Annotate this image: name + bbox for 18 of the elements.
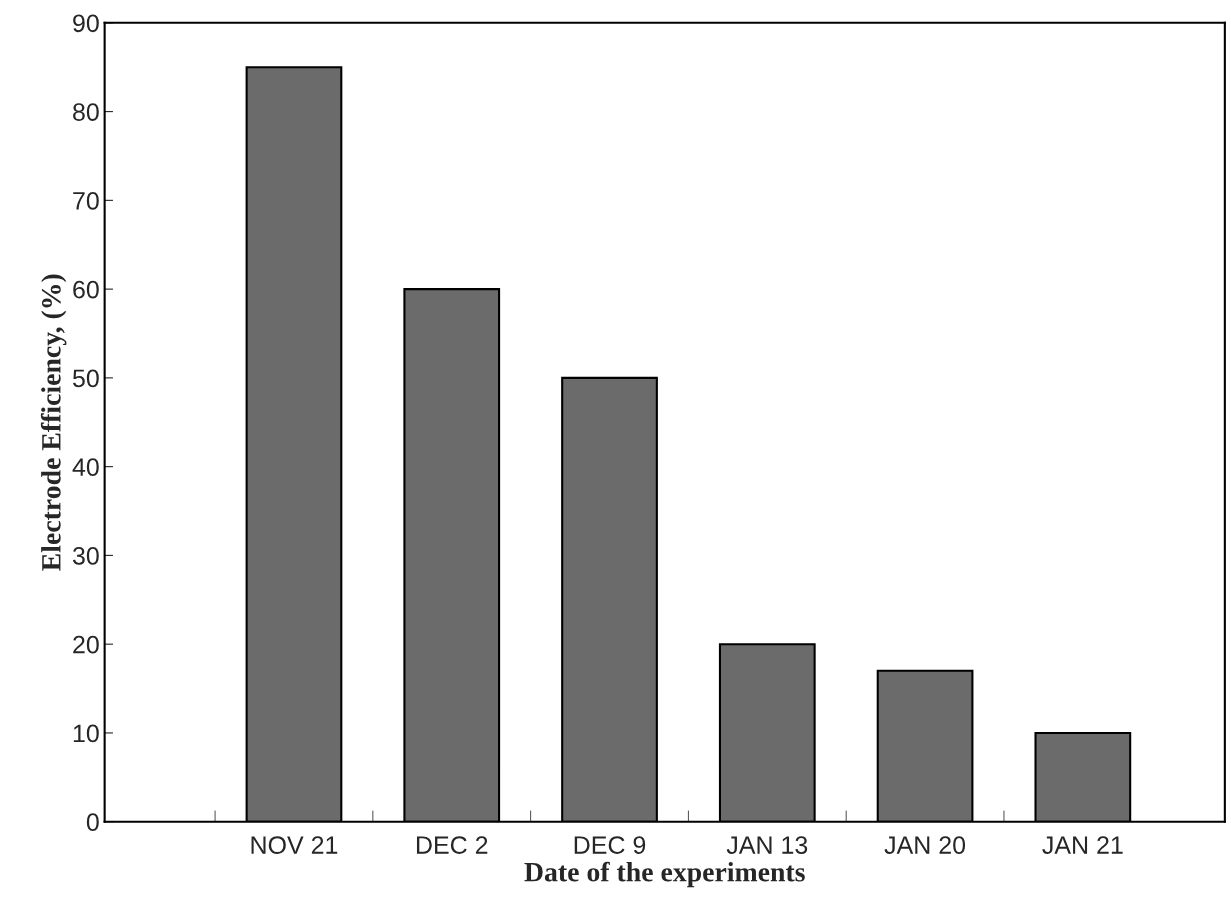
y-tick-label: 30 (72, 547, 99, 565)
x-tick-label: JAN 13 (726, 836, 808, 854)
x-tick-label: JAN 21 (1042, 836, 1123, 854)
y-tick-label: 80 (73, 103, 99, 121)
x-axis-title: Date of the experiments (524, 861, 805, 888)
y-axis-title: Electrode Efficiency, (%) (40, 274, 67, 571)
x-tick-label: DEC 9 (574, 836, 646, 854)
x-tick-label: NOV 21 (251, 836, 338, 854)
x-tick-label: JAN 20 (884, 836, 966, 854)
y-tick-label: 10 (73, 724, 99, 743)
y-tick-label: 20 (73, 635, 99, 654)
x-tick-label: DEC 2 (416, 836, 488, 854)
y-tick-label: 70 (73, 191, 99, 210)
y-tick-label: 50 (72, 369, 99, 388)
y-tick-label: 0 (86, 813, 99, 831)
y-tick-label: 40 (72, 458, 99, 476)
y-tick-label: 60 (73, 280, 99, 299)
y-tick-label: 90 (73, 14, 99, 33)
